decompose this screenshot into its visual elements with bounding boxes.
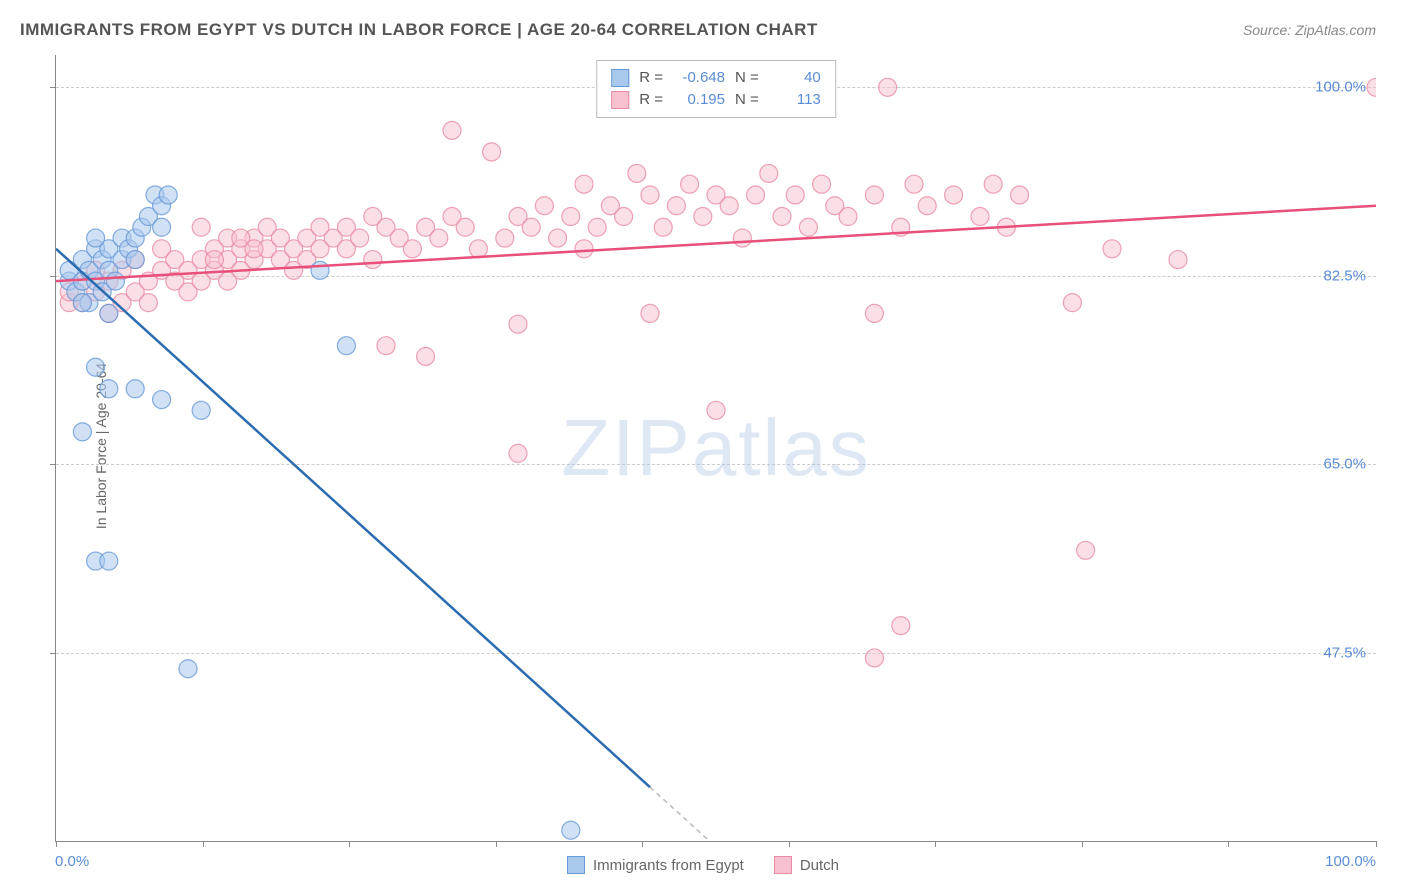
legend-row-dutch: R = 0.195 N = 113 bbox=[611, 89, 821, 111]
source-attribution: Source: ZipAtlas.com bbox=[1243, 22, 1376, 38]
scatter-plot-svg bbox=[56, 55, 1376, 841]
n-value-dutch: 113 bbox=[769, 89, 821, 111]
correlation-legend: R = -0.648 N = 40 R = 0.195 N = 113 bbox=[596, 60, 836, 118]
swatch-egypt-bottom bbox=[567, 856, 585, 874]
n-value-egypt: 40 bbox=[769, 67, 821, 89]
r-label: R = bbox=[639, 89, 663, 111]
legend-label-dutch: Dutch bbox=[800, 857, 839, 874]
chart-plot-area: ZIPatlas R = -0.648 N = 40 R = 0.195 N =… bbox=[55, 55, 1376, 842]
legend-item-egypt: Immigrants from Egypt bbox=[567, 856, 744, 874]
swatch-dutch bbox=[611, 91, 629, 109]
legend-label-egypt: Immigrants from Egypt bbox=[593, 857, 744, 874]
r-label: R = bbox=[639, 67, 663, 89]
n-label: N = bbox=[735, 89, 759, 111]
x-axis-min-label: 0.0% bbox=[55, 853, 89, 870]
x-axis-max-label: 100.0% bbox=[1325, 853, 1376, 870]
swatch-dutch-bottom bbox=[774, 856, 792, 874]
chart-title: IMMIGRANTS FROM EGYPT VS DUTCH IN LABOR … bbox=[20, 20, 818, 40]
series-legend: Immigrants from Egypt Dutch bbox=[567, 856, 839, 874]
r-value-dutch: 0.195 bbox=[673, 89, 725, 111]
n-label: N = bbox=[735, 67, 759, 89]
swatch-egypt bbox=[611, 69, 629, 87]
r-value-egypt: -0.648 bbox=[673, 67, 725, 89]
legend-item-dutch: Dutch bbox=[774, 856, 839, 874]
legend-row-egypt: R = -0.648 N = 40 bbox=[611, 67, 821, 89]
